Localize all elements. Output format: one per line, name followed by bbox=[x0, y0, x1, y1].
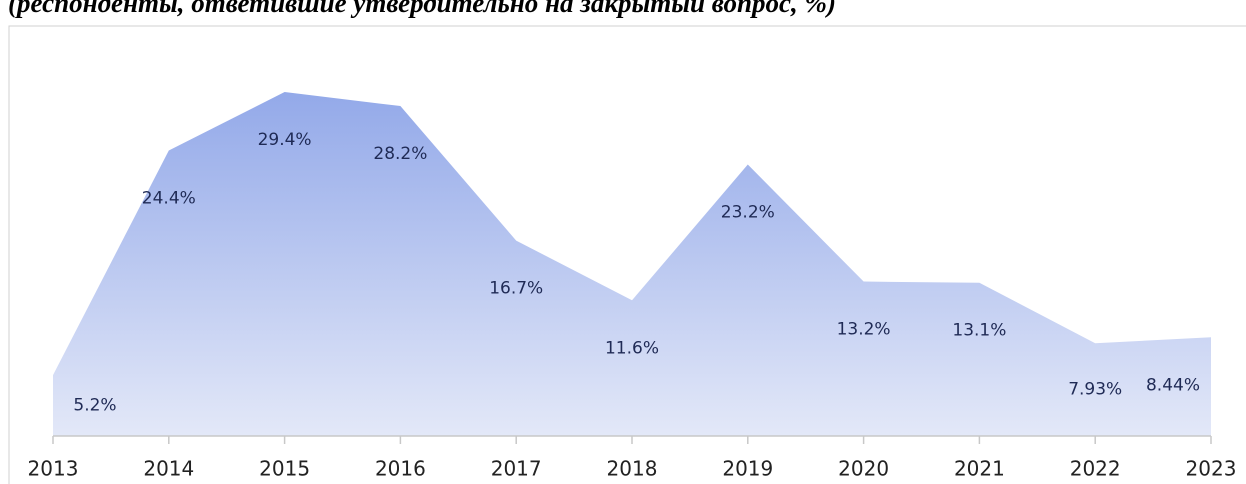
data-label: 28.2% bbox=[373, 144, 427, 164]
data-label: 5.2% bbox=[73, 396, 116, 416]
x-tick-label: 2013 bbox=[28, 457, 79, 481]
x-tick-label: 2017 bbox=[491, 457, 542, 481]
data-label: 29.4% bbox=[258, 130, 312, 150]
x-tick-label: 2022 bbox=[1070, 457, 1121, 481]
data-label: 23.2% bbox=[721, 203, 775, 223]
data-label: 16.7% bbox=[489, 279, 543, 299]
chart-title: (респонденты, ответившие утвердительно н… bbox=[8, 0, 836, 18]
data-label: 13.2% bbox=[837, 320, 891, 340]
x-tick-label: 2014 bbox=[143, 457, 194, 481]
chart-frame bbox=[8, 25, 1246, 484]
data-label: 11.6% bbox=[605, 338, 659, 358]
data-label: 8.44% bbox=[1146, 375, 1200, 395]
x-tick-label: 2018 bbox=[607, 457, 658, 481]
data-label: 13.1% bbox=[952, 321, 1006, 341]
area bbox=[53, 92, 1211, 437]
x-tick-label: 2015 bbox=[259, 457, 310, 481]
x-tick-label: 2020 bbox=[838, 457, 889, 481]
data-label: 7.93% bbox=[1068, 380, 1122, 400]
x-tick-label: 2021 bbox=[954, 457, 1005, 481]
x-tick-label: 2016 bbox=[375, 457, 426, 481]
x-tick-label: 2019 bbox=[722, 457, 773, 481]
x-tick-label: 2023 bbox=[1186, 457, 1237, 481]
data-label: 24.4% bbox=[142, 189, 196, 209]
